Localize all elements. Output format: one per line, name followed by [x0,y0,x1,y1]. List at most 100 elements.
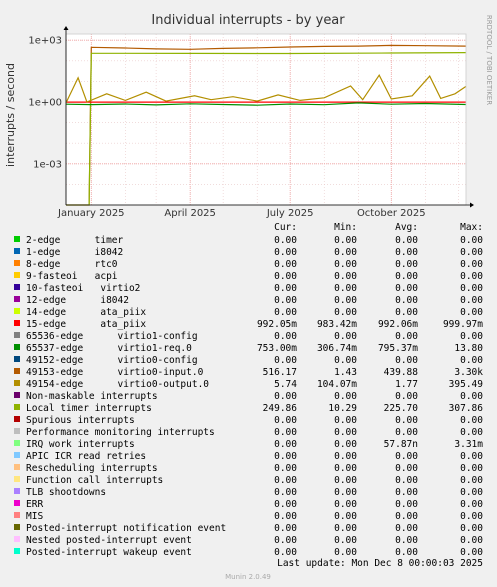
legend-swatch [14,488,20,494]
legend-swatch [14,320,20,326]
legend-label: 8-edge rtc0 [26,259,118,270]
legend-label: 49152-edge virtio0-config [26,355,198,366]
legend-value-cur: 5.74 [274,379,297,390]
legend-value-min: 0.00 [334,391,357,402]
legend-value-max: 0.00 [460,415,483,426]
legend-value-cur: 992.05m [257,319,297,330]
legend-value-avg: 0.00 [395,355,418,366]
legend-label: Nested posted-interrupt event [26,535,192,546]
y-axis-label: interrupts / second [4,63,17,167]
legend-value-cur: 0.00 [274,247,297,258]
legend-swatch [14,260,20,266]
legend-value-max: 13.80 [454,343,483,354]
legend-column-header: Cur: [274,222,297,233]
legend-value-avg: 0.00 [395,427,418,438]
legend-value-max: 395.49 [449,379,484,390]
legend-label: 9-fasteoi acpi [26,271,118,282]
legend-value-avg: 0.00 [395,463,418,474]
legend-value-max: 307.86 [449,403,484,414]
legend-value-cur: 0.00 [274,535,297,546]
legend-value-cur: 0.00 [274,391,297,402]
legend-value-max: 0.00 [460,463,483,474]
legend-value-cur: 0.00 [274,415,297,426]
legend-value-avg: 0.00 [395,487,418,498]
legend-swatch [14,296,20,302]
legend-value-avg: 0.00 [395,247,418,258]
legend-label: APIC ICR read retries [26,451,146,462]
y-tick-label: 1e-03 [33,159,62,170]
legend-label: 49153-edge virtio0-input.0 [26,367,204,378]
legend-label: 49154-edge virtio0-output.0 [26,379,209,390]
legend-value-cur: 0.00 [274,235,297,246]
legend-value-max: 0.00 [460,451,483,462]
legend-value-avg: 0.00 [395,499,418,510]
legend: Cur: Min: Avg: Max:2-edge timer 0.00 0.00 0.00… [14,222,483,558]
legend-value-min: 0.00 [334,523,357,534]
x-tick-label: April 2025 [164,208,215,219]
legend-value-min: 0.00 [334,331,357,342]
legend-value-avg: 1.77 [395,379,418,390]
legend-value-max: 0.00 [460,499,483,510]
legend-value-max: 0.00 [460,487,483,498]
legend-label: ERR [26,499,43,510]
legend-value-max: 0.00 [460,535,483,546]
munin-version: Munin 2.0.49 [225,573,271,581]
legend-swatch [14,392,20,398]
legend-value-cur: 0.00 [274,487,297,498]
legend-value-avg: 0.00 [395,307,418,318]
legend-value-avg: 225.70 [384,403,419,414]
legend-swatch [14,284,20,290]
legend-swatch [14,524,20,530]
legend-swatch [14,380,20,386]
legend-value-min: 0.00 [334,475,357,486]
legend-value-cur: 0.00 [274,523,297,534]
legend-value-cur: 0.00 [274,271,297,282]
legend-label: 1-edge i8042 [26,247,123,258]
legend-value-max: 0.00 [460,427,483,438]
legend-value-min: 0.00 [334,487,357,498]
legend-value-cur: 0.00 [274,475,297,486]
legend-value-cur: 0.00 [274,259,297,270]
legend-value-cur: 0.00 [274,427,297,438]
legend-swatch [14,464,20,470]
legend-value-max: 0.00 [460,523,483,534]
legend-value-min: 0.00 [334,295,357,306]
series-line [66,44,467,206]
legend-value-avg: 0.00 [395,295,418,306]
legend-value-min: 104.07m [317,379,357,390]
legend-value-min: 0.00 [334,427,357,438]
legend-value-avg: 0.00 [395,271,418,282]
legend-value-max: 0.00 [460,475,483,486]
legend-value-cur: 0.00 [274,307,297,318]
legend-value-max: 0.00 [460,331,483,342]
legend-value-cur: 0.00 [274,331,297,342]
legend-label: 65536-edge virtio1-config [26,331,198,342]
legend-column-header: Avg: [395,222,418,233]
legend-label: Posted-interrupt wakeup event [26,547,192,558]
legend-label: Rescheduling interrupts [26,463,158,474]
legend-label: Non-maskable interrupts [26,391,158,402]
grid [66,34,466,206]
legend-label: Local timer interrupts [26,403,152,414]
legend-value-avg: 57.87n [384,439,418,450]
legend-label: Function call interrupts [26,475,163,486]
legend-value-avg: 0.00 [395,535,418,546]
legend-label: Posted-interrupt notification event [26,523,226,534]
last-update: Last update: Mon Dec 8 00:00:03 2025 [277,558,483,569]
legend-value-max: 0.00 [460,511,483,522]
legend-value-max: 3.31m [454,439,483,450]
legend-value-cur: 0.00 [274,283,297,294]
legend-value-cur: 516.17 [263,367,297,378]
legend-swatch [14,248,20,254]
legend-swatch [14,416,20,422]
legend-value-avg: 795.37m [378,343,418,354]
x-tick-label: October 2025 [357,208,426,219]
legend-value-avg: 0.00 [395,511,418,522]
legend-swatch [14,536,20,542]
legend-value-min: 0.00 [334,283,357,294]
legend-value-min: 0.00 [334,535,357,546]
y-axis-arrow [63,26,69,30]
legend-value-min: 0.00 [334,259,357,270]
legend-value-avg: 0.00 [395,451,418,462]
legend-value-min: 0.00 [334,307,357,318]
